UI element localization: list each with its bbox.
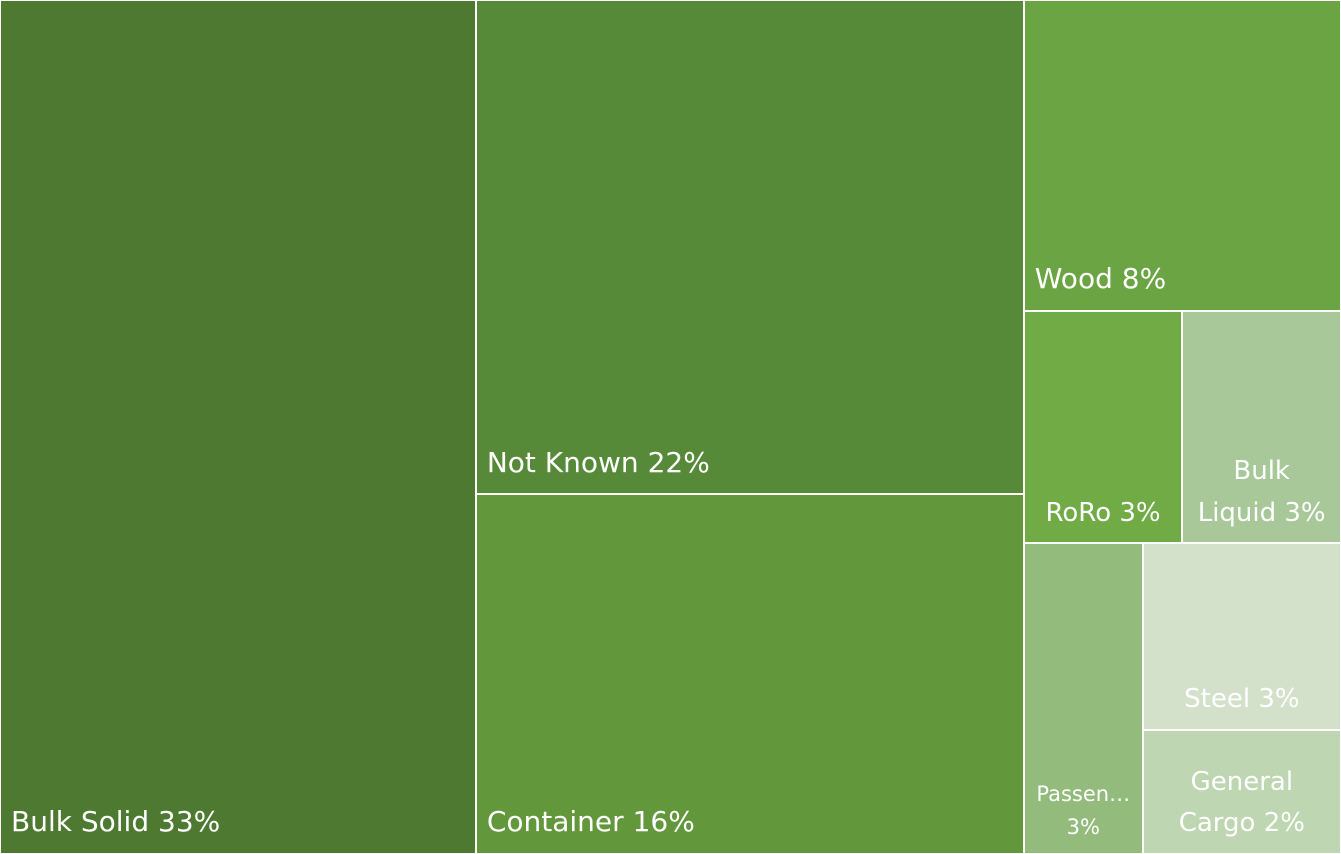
category-label: Passen… (1036, 781, 1131, 806)
tile-label: Passen… 3% (1025, 778, 1142, 853)
value-label: 22% (647, 445, 710, 479)
tile: RoRo 3% (1023, 310, 1183, 544)
category-label: RoRo (1045, 497, 1112, 528)
value-label: 3% (1066, 815, 1100, 840)
category-label: Wood (1034, 261, 1113, 295)
tile: Wood 8% (1023, 0, 1341, 311)
value-label: 3% (1258, 684, 1300, 715)
category-label: Not Known (486, 445, 639, 479)
tile-label: Bulk Solid 33% (1, 800, 475, 853)
tile: Passen… 3% (1023, 543, 1143, 854)
tile-label: General Cargo 2% (1144, 762, 1340, 853)
value-label: 33% (158, 805, 221, 839)
tile-label: Not Known 22% (477, 441, 1023, 494)
category-label: Steel (1184, 684, 1251, 715)
category-label: General Cargo (1178, 766, 1294, 839)
tile-label: Container 16% (477, 800, 1023, 853)
category-label: Bulk Solid (11, 805, 150, 839)
tile: Container 16% (475, 494, 1024, 854)
tile: Bulk Liquid 3% (1182, 310, 1341, 544)
tile: Bulk Solid 33% (0, 0, 476, 854)
value-label: 3% (1284, 497, 1326, 528)
value-label: 8% (1121, 261, 1167, 295)
value-label: 3% (1119, 497, 1161, 528)
tile: General Cargo 2% (1142, 729, 1341, 854)
category-label: Container (486, 805, 624, 839)
tile-label: Bulk Liquid 3% (1183, 451, 1340, 542)
tile-label: Steel 3% (1144, 679, 1340, 729)
tile: Steel 3% (1142, 543, 1341, 730)
category-label: Bulk Liquid (1197, 456, 1290, 528)
tile: Not Known 22% (475, 0, 1024, 495)
value-label: 2% (1263, 808, 1305, 839)
value-label: 16% (632, 805, 695, 839)
tile-label: Wood 8% (1025, 257, 1340, 310)
tile-label: RoRo 3% (1025, 493, 1182, 543)
